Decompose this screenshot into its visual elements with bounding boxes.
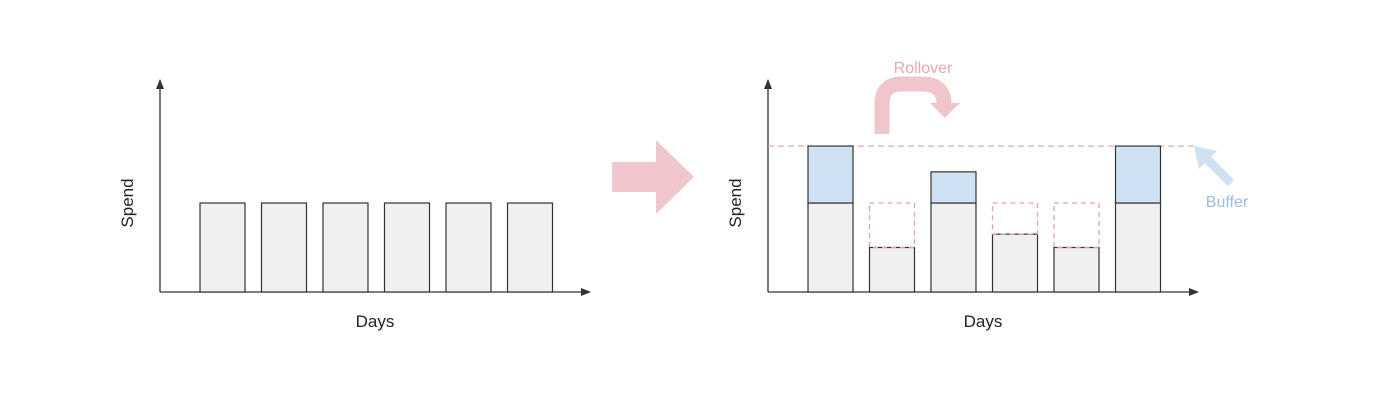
right-spend-bar: [1053, 246, 1100, 293]
left-y-axis-label: Spend: [118, 178, 137, 227]
left-spend-bar: [383, 202, 431, 293]
right-spend-bar: [807, 202, 854, 293]
rollover-arrow-icon: [874, 76, 960, 134]
left-x-axis-label: Days: [356, 312, 395, 331]
left-bars: [199, 202, 554, 293]
buffer-segment: [930, 171, 977, 204]
right-panel: Rollover Buffer Spend Days: [726, 60, 1249, 331]
left-spend-bar: [506, 202, 554, 293]
buffer-segment: [1114, 145, 1162, 204]
right-bars: [807, 145, 1162, 293]
right-spend-bar: [991, 233, 1039, 293]
left-spend-bar: [322, 202, 369, 293]
unspent-rollover-segment: [868, 202, 916, 249]
buffer-label: Buffer: [1206, 194, 1249, 211]
right-spend-bar: [868, 246, 916, 293]
right-spend-bar: [930, 202, 977, 293]
unspent-rollover-segment: [1053, 202, 1100, 249]
right-x-axis-label: Days: [964, 312, 1003, 331]
buffer-segment: [807, 145, 854, 204]
rollover-label: Rollover: [894, 60, 953, 77]
buffer-arrow-icon: [1194, 146, 1235, 187]
right-spend-bar: [1114, 202, 1162, 293]
transition-arrow-icon: [612, 140, 694, 214]
left-panel: Spend Days: [118, 79, 591, 331]
right-y-axis-label: Spend: [726, 178, 745, 227]
left-spend-bar: [260, 202, 308, 293]
unspent-rollover-segment: [991, 202, 1039, 235]
left-spend-bar: [199, 202, 246, 293]
left-spend-bar: [445, 202, 492, 293]
